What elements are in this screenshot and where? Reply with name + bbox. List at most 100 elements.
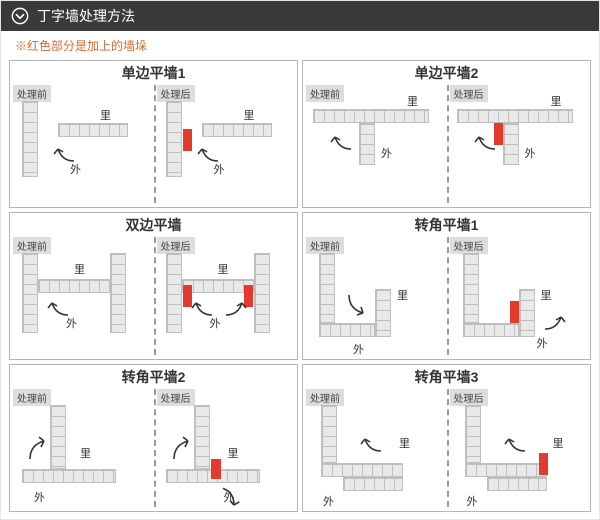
tag-after: 处理后	[157, 389, 195, 406]
arrow-icon	[357, 429, 387, 459]
label-inside: 里	[244, 107, 255, 123]
section-header: 丁字墙处理方法	[1, 1, 599, 31]
label-outside: 外	[224, 489, 235, 505]
tag-before: 处理前	[13, 85, 51, 102]
wall-horizontal	[38, 279, 110, 293]
wall-vertical	[319, 253, 335, 323]
tag-after: 处理后	[450, 237, 488, 254]
panel-before: 处理前 里 外	[10, 387, 154, 511]
panel-before: 处理前 里 外	[303, 83, 447, 207]
red-pier	[183, 285, 192, 307]
cell-title: 转角平墙3	[303, 365, 590, 387]
panel-after: 处理后 里 外	[447, 83, 591, 207]
red-pier	[183, 129, 192, 151]
wall-vertical	[359, 123, 375, 165]
wall-horizontal	[313, 109, 429, 123]
label-inside: 里	[399, 435, 410, 451]
label-inside: 里	[100, 107, 111, 123]
arrow-icon	[327, 127, 357, 157]
wall-horizontal	[202, 123, 272, 137]
diagram-page: { "header": { "title": "丁字墙处理方法" }, "not…	[0, 0, 600, 520]
panel-before: 处理前 里 外	[303, 387, 447, 511]
label-inside: 里	[228, 445, 239, 461]
wall-vertical	[254, 253, 270, 333]
label-outside: 外	[210, 315, 221, 331]
wall-horizontal	[457, 109, 573, 123]
label-inside: 里	[218, 261, 229, 277]
wall-vertical	[194, 405, 210, 469]
label-inside: 里	[553, 435, 564, 451]
cell-title: 单边平墙1	[10, 61, 297, 83]
red-pier	[510, 301, 519, 323]
panel-after: 处理后 里 外	[154, 387, 298, 511]
label-inside: 里	[551, 93, 562, 109]
wall-vertical	[321, 405, 337, 463]
diagram-grid: 单边平墙1 处理前 里 外 处理后	[1, 60, 599, 516]
cell-corner-2: 转角平墙2 处理前 里 外 处理后 里	[9, 364, 298, 512]
wall-horizontal	[465, 463, 547, 477]
label-outside: 外	[525, 145, 536, 161]
wall-vertical	[519, 289, 535, 337]
wall-horizontal	[321, 463, 403, 477]
cell-corner-3: 转角平墙3 处理前 里 外 处理后	[302, 364, 591, 512]
wall-vertical	[375, 289, 391, 337]
wall-vertical	[463, 253, 479, 323]
wall-horizontal	[319, 323, 375, 337]
chevron-down-circle-icon	[11, 7, 29, 25]
wall-horizontal	[343, 477, 403, 491]
red-pier	[539, 453, 548, 475]
tag-after: 处理后	[450, 85, 488, 102]
panel-after: 处理后 里 外	[447, 387, 591, 511]
wall-vertical	[22, 101, 38, 177]
cell-title: 转角平墙1	[303, 213, 590, 235]
panel-after: 处理后 里 外	[447, 235, 591, 359]
note-text: ※红色部分是加上的墙垛	[1, 31, 599, 60]
panel-before: 处理前 里 外	[303, 235, 447, 359]
wall-vertical	[465, 405, 481, 463]
label-inside: 里	[407, 93, 418, 109]
label-inside: 里	[541, 287, 552, 303]
cell-title: 单边平墙2	[303, 61, 590, 83]
wall-vertical	[50, 405, 66, 469]
cell-double-side: 双边平墙 处理前 里 外 处理后	[9, 212, 298, 360]
label-outside: 外	[34, 489, 45, 505]
tag-after: 处理后	[157, 85, 195, 102]
label-inside: 里	[397, 287, 408, 303]
tag-before: 处理前	[306, 237, 344, 254]
tag-before: 处理前	[306, 389, 344, 406]
label-outside: 外	[66, 315, 77, 331]
label-outside: 外	[537, 335, 548, 351]
arrow-icon	[343, 289, 373, 319]
label-inside: 里	[74, 261, 85, 277]
wall-horizontal	[463, 323, 519, 337]
panel-after: 处理后 里 外	[154, 83, 298, 207]
panel-before: 处理前 里 外	[10, 235, 154, 359]
label-outside: 外	[323, 493, 334, 509]
wall-horizontal	[487, 477, 547, 491]
label-outside: 外	[70, 161, 81, 177]
wall-vertical	[110, 253, 126, 333]
cell-corner-1: 转角平墙1 处理前 里 外 处理后	[302, 212, 591, 360]
red-pier	[494, 123, 503, 145]
tag-before: 处理前	[306, 85, 344, 102]
arrow-icon	[539, 307, 569, 337]
wall-vertical	[22, 253, 38, 333]
cell-title: 转角平墙2	[10, 365, 297, 387]
red-pier	[244, 285, 253, 307]
wall-horizontal	[58, 123, 128, 137]
arrow-icon	[501, 429, 531, 459]
label-outside: 外	[214, 161, 225, 177]
label-inside: 里	[80, 445, 91, 461]
label-outside: 外	[353, 341, 364, 357]
wall-horizontal	[22, 469, 116, 483]
tag-before: 处理前	[13, 389, 51, 406]
cell-title: 双边平墙	[10, 213, 297, 235]
label-outside: 外	[467, 493, 478, 509]
panel-before: 处理前 里 外	[10, 83, 154, 207]
tag-after: 处理后	[450, 389, 488, 406]
cell-single-side-1: 单边平墙1 处理前 里 外 处理后	[9, 60, 298, 208]
wall-vertical	[503, 123, 519, 165]
wall-vertical	[166, 101, 182, 177]
red-pier	[211, 459, 221, 479]
panel-after: 处理后 里 外	[154, 235, 298, 359]
